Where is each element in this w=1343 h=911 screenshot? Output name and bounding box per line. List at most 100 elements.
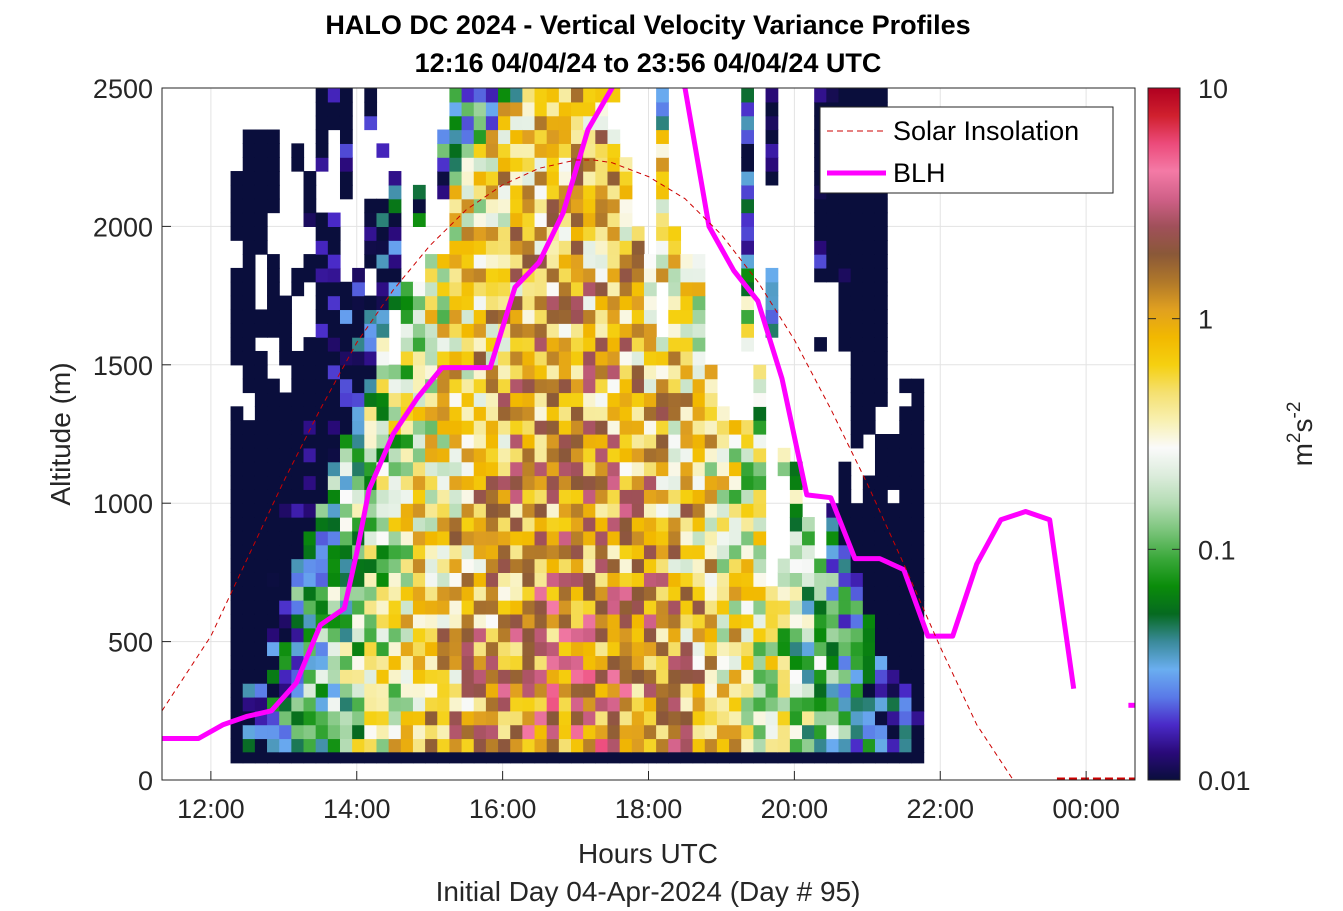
heatmap-cell <box>692 420 706 435</box>
heatmap-cell <box>789 655 803 670</box>
heatmap-cell <box>850 281 864 297</box>
surface-cell <box>327 752 341 764</box>
heatmap-cell <box>899 696 913 712</box>
heatmap-cell <box>874 281 888 297</box>
heatmap-cell <box>619 295 633 311</box>
heatmap-cell <box>668 364 682 380</box>
heatmap-cell <box>376 309 390 324</box>
legend-solar-label: Solar Insolation <box>893 116 1079 146</box>
heatmap-cell <box>534 517 548 532</box>
heatmap-cell <box>571 461 584 477</box>
x-tick-label: 16:00 <box>469 794 537 824</box>
heatmap-cell <box>558 710 572 726</box>
heatmap-cell <box>595 350 609 366</box>
heatmap-cell <box>765 683 779 698</box>
heatmap-cell <box>607 627 621 643</box>
surface-cell <box>242 752 256 764</box>
heatmap-cell <box>303 392 317 407</box>
heatmap-cell <box>473 157 487 172</box>
heatmap-cell <box>510 447 523 463</box>
heatmap-cell <box>631 420 645 435</box>
heatmap-cell <box>814 613 827 629</box>
heatmap-cell <box>388 198 402 214</box>
heatmap-cell <box>461 240 475 255</box>
heatmap-cell <box>522 406 536 421</box>
heatmap-cell <box>850 558 864 573</box>
heatmap-cell <box>522 558 536 573</box>
heatmap-cell <box>303 406 317 421</box>
heatmap-cell <box>558 558 572 573</box>
heatmap-cell <box>850 406 864 421</box>
heatmap-cell <box>777 586 791 601</box>
heatmap-cell <box>473 724 487 740</box>
heatmap-cell <box>400 655 414 670</box>
heatmap-cell <box>376 475 390 490</box>
heatmap-cell <box>291 350 305 366</box>
heatmap-cell <box>911 669 925 684</box>
heatmap-cell <box>583 101 596 117</box>
heatmap-cell <box>571 406 584 421</box>
heatmap-cell <box>607 226 621 241</box>
heatmap-cell <box>303 572 317 587</box>
heatmap-cell <box>437 544 451 560</box>
heatmap-cell <box>461 447 475 463</box>
heatmap-cell <box>680 281 694 297</box>
heatmap-cell <box>376 683 390 698</box>
heatmap-cell <box>680 254 694 269</box>
heatmap-cell <box>327 517 341 532</box>
heatmap-cell <box>242 489 256 504</box>
heatmap-cell <box>303 171 317 186</box>
heatmap-cell <box>449 88 463 103</box>
heatmap-cell <box>437 157 451 172</box>
heatmap-cell <box>619 669 633 684</box>
heatmap-cell <box>607 406 621 421</box>
heatmap-cell <box>498 530 511 546</box>
heatmap-cell <box>546 309 560 324</box>
heatmap-cell <box>777 655 791 670</box>
heatmap-cell <box>388 295 402 311</box>
heatmap-cell <box>668 295 682 311</box>
heatmap-cell <box>850 724 864 740</box>
heatmap-cell <box>692 392 706 407</box>
heatmap-cell <box>510 600 523 615</box>
heatmap-cell <box>510 254 523 269</box>
heatmap-cell <box>376 724 390 740</box>
heatmap-cell <box>534 724 548 740</box>
heatmap-cell <box>862 267 876 283</box>
heatmap-cell <box>692 586 706 601</box>
heatmap-cell <box>716 627 730 643</box>
surface-cell <box>522 752 536 764</box>
heatmap-cell <box>352 627 365 643</box>
heatmap-cell <box>558 669 572 684</box>
heatmap-cell <box>534 683 548 698</box>
heatmap-cell <box>643 544 657 560</box>
heatmap-cell <box>449 475 463 490</box>
heatmap-cell <box>692 489 706 504</box>
heatmap-cell <box>498 586 511 601</box>
heatmap-cell <box>753 461 767 477</box>
y-axis-label: Altitude (m) <box>45 362 76 505</box>
heatmap-cell <box>437 281 451 297</box>
heatmap-cell <box>315 503 329 518</box>
heatmap-cell <box>498 503 511 518</box>
heatmap-cell <box>850 198 864 214</box>
heatmap-cell <box>327 544 341 560</box>
heatmap-cell <box>267 434 280 449</box>
heatmap-cell <box>498 447 511 463</box>
heatmap-cell <box>510 558 523 573</box>
heatmap-cell <box>242 378 256 394</box>
heatmap-cell <box>619 627 633 643</box>
heatmap-cell <box>425 323 438 338</box>
heatmap-cell <box>631 350 645 366</box>
heatmap-cell <box>498 350 511 366</box>
heatmap-cell <box>254 420 268 435</box>
heatmap-cell <box>485 323 499 338</box>
heatmap-cell <box>388 613 402 629</box>
heatmap-cell <box>668 267 682 283</box>
heatmap-cell <box>595 295 609 311</box>
heatmap-cell <box>242 281 256 297</box>
heatmap-cell <box>242 323 256 338</box>
heatmap-cell <box>339 129 353 144</box>
heatmap-cell <box>437 683 451 698</box>
heatmap-cell <box>631 738 645 753</box>
